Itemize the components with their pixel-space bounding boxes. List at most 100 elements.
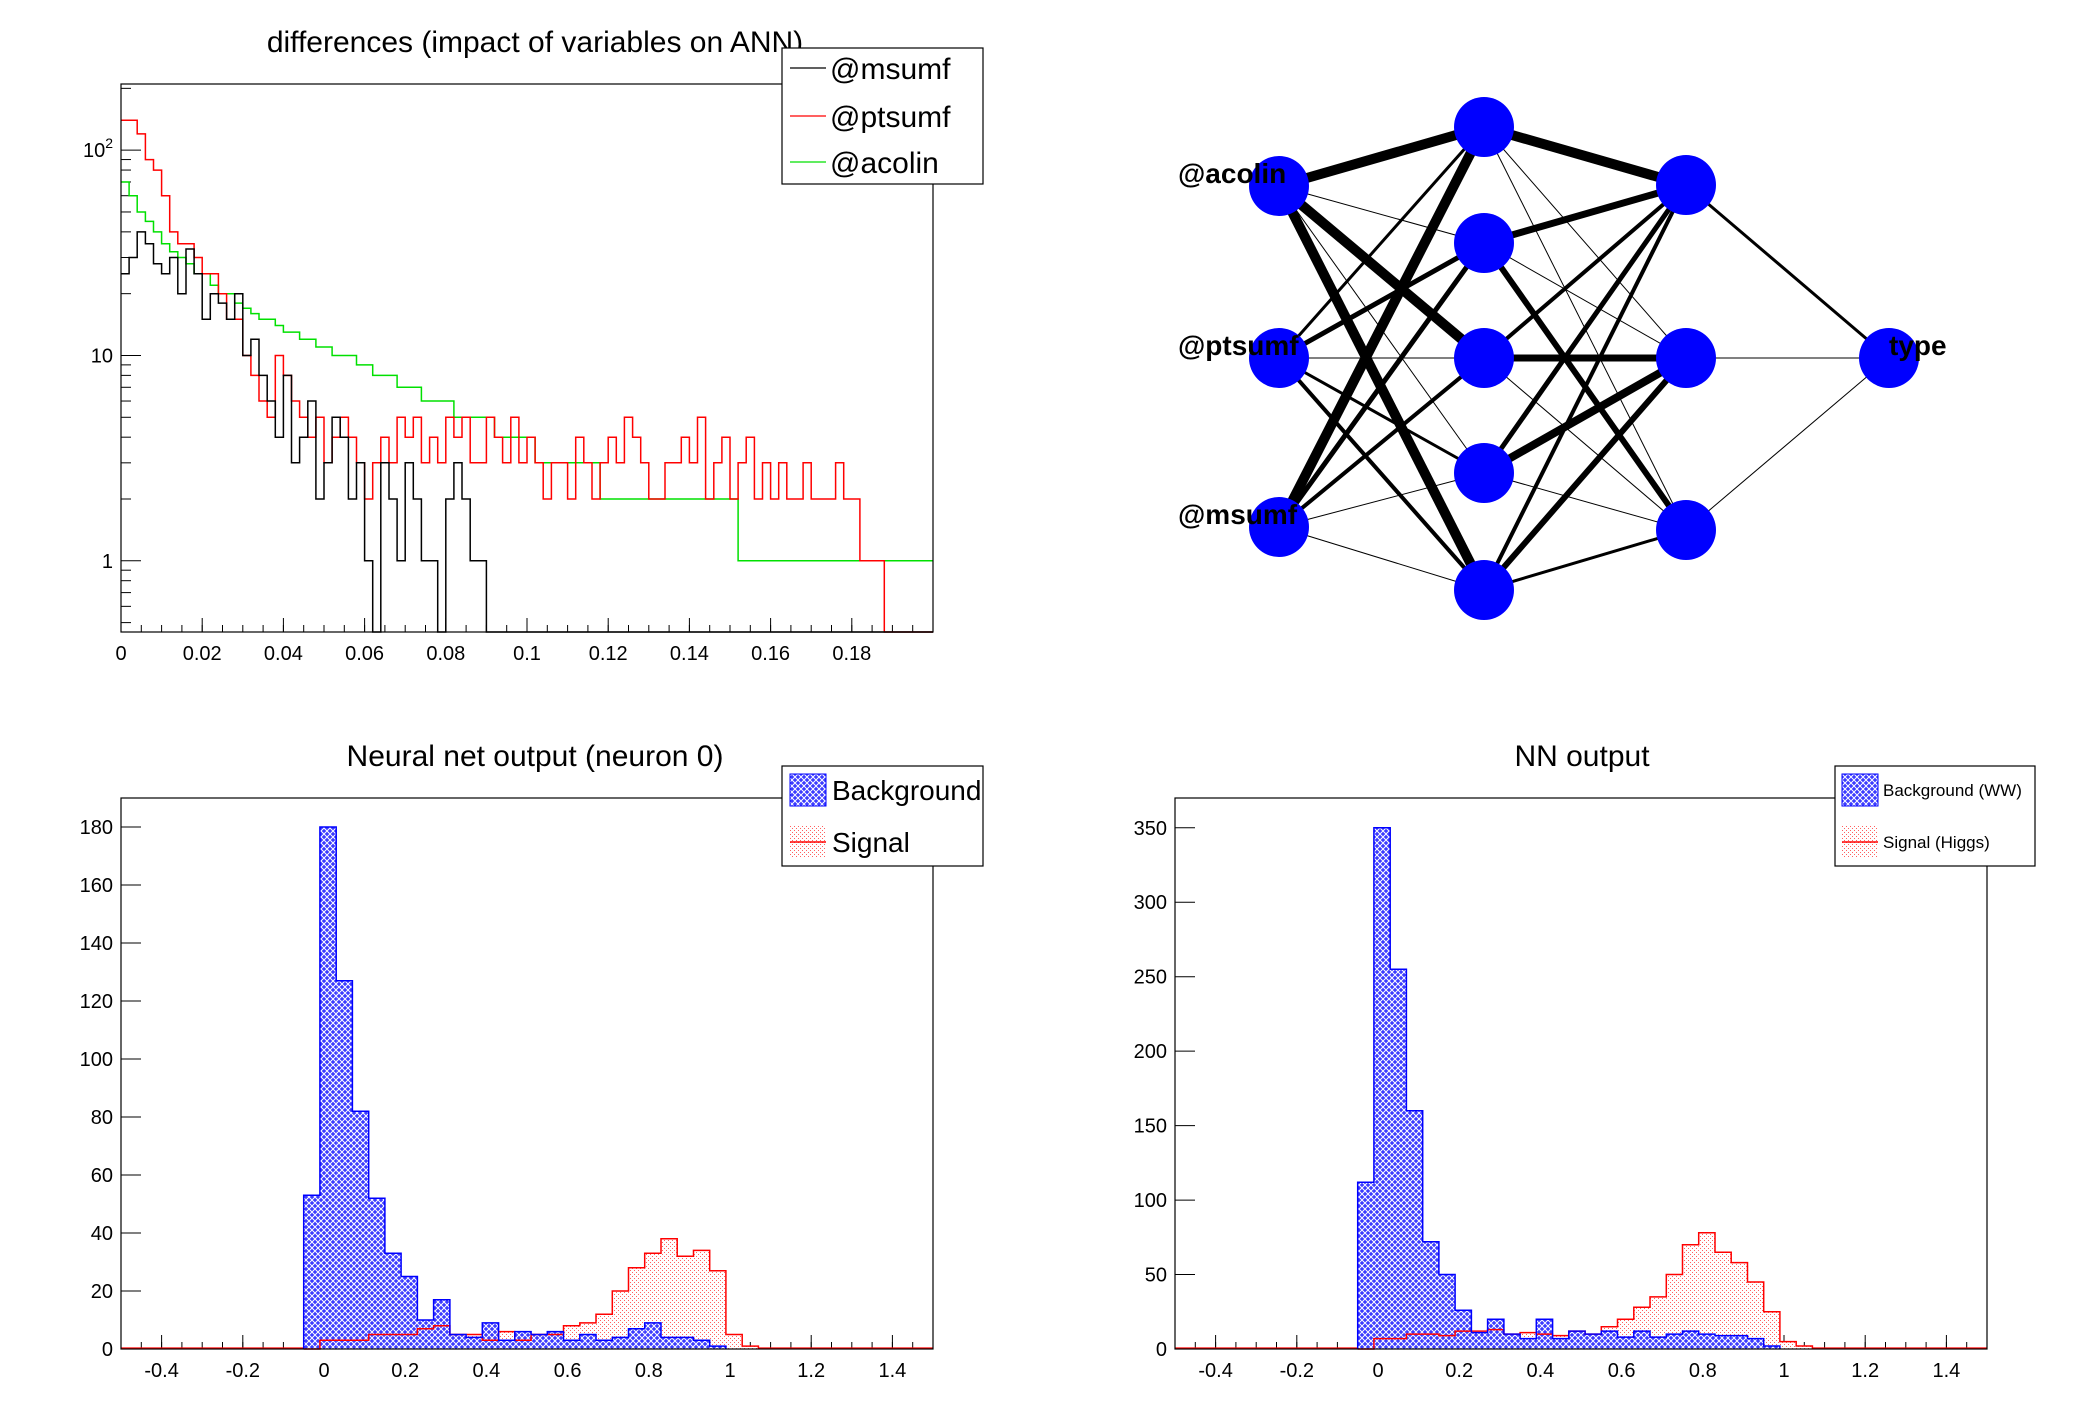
connection-hidden1-hidden2: [1483, 357, 1687, 531]
neuron0-background-bar: [644, 1322, 661, 1349]
neuron0-signal-bar: [709, 1270, 726, 1349]
series-line-msumf: [121, 231, 933, 633]
neuron0-signal-bar: [660, 1238, 678, 1349]
neuron0-background-outline: [302, 826, 727, 1349]
legend-label-signal-higgs: Signal (Higgs): [1883, 833, 1990, 852]
neuron0-xtick-label: 1.4: [878, 1360, 906, 1382]
nn-output-background-bar: [1714, 1335, 1732, 1349]
connection-hidden1-hidden2: [1483, 126, 1687, 359]
differences-xtick-label: 0.18: [832, 643, 871, 665]
neuron0-background-bar: [368, 1198, 385, 1349]
nn-output-ytick-label: 250: [1134, 967, 1167, 989]
neuron-node-layer2: [1656, 328, 1716, 388]
nn-output-background-bar: [1617, 1337, 1634, 1349]
nn-output-background-bar: [1390, 969, 1407, 1349]
neuron0-signal-bar: [725, 1334, 743, 1349]
differences-xtick-label: 0.1: [513, 643, 541, 665]
neuron0-background-bar: [677, 1337, 694, 1349]
connection-hidden2-output: [1685, 357, 1890, 531]
connection-hidden2-output: [1685, 183, 1890, 360]
nn-output-background-outline: [1356, 827, 1781, 1349]
neuron0-background-bar: [709, 1346, 726, 1349]
connection-hidden1-hidden2: [1483, 181, 1687, 247]
neuron-node-layer1: [1454, 97, 1514, 157]
output-label: type: [1889, 330, 1947, 361]
neuron0-background-bar: [628, 1328, 645, 1349]
neuron0-signal-bar: [742, 1346, 759, 1349]
nn-output-signal-bar: [1779, 1341, 1797, 1349]
input-label: @msumf: [1178, 499, 1298, 530]
nn-output-ytick-label: 300: [1134, 892, 1167, 914]
nn-output-signal-bar: [1698, 1232, 1715, 1349]
connection-hidden1-hidden2: [1481, 183, 1689, 475]
differences-xtick-label: 0.04: [264, 643, 303, 665]
series-line-acolin: [121, 181, 933, 562]
differences-xtick-label: 0.02: [183, 643, 222, 665]
nn-output-xtick-label: 1: [1778, 1360, 1789, 1382]
nn-output-background-bar: [1601, 1331, 1618, 1349]
differences-ytick-label: 10: [91, 345, 113, 367]
nn-output-signal-bar: [1731, 1262, 1748, 1349]
differences-frame: [120, 83, 934, 633]
network-diagram: @acolin @ptsumf @msumf type: [1178, 97, 1947, 620]
neuron0-background-bar: [433, 1299, 450, 1349]
connection-input-hidden1: [1278, 185, 1485, 244]
neuron-node-layer0: [1249, 328, 1309, 388]
nn-output-background-bar: [1585, 1334, 1602, 1349]
connection-hidden1-hidden2: [1482, 183, 1688, 360]
nn-output-signal-bar: [1682, 1244, 1699, 1349]
neuron-node-layer3: [1859, 328, 1919, 388]
neuron0-background-bar: [693, 1340, 710, 1349]
nn-output-background-bar: [1731, 1335, 1748, 1349]
nn-output-background-bar: [1373, 827, 1391, 1349]
nn-output-background-bar: [1747, 1338, 1764, 1349]
differences-xtick-label: 0: [115, 643, 126, 665]
connection-input-hidden1: [1277, 356, 1486, 592]
neuron0-signal-bar: [612, 1291, 629, 1349]
nn-output-xtick-label: 1.2: [1851, 1360, 1879, 1382]
connection-hidden1-hidden2: [1482, 354, 1688, 477]
neuron0-ytick-label: 120: [80, 991, 113, 1013]
neuron0-background-bar: [563, 1340, 580, 1349]
neuron0-xtick-label: 1: [724, 1360, 735, 1382]
neuron0-ytick-label: 160: [80, 875, 113, 897]
neuron-node-layer1: [1454, 560, 1514, 620]
nn-output-xtick-label: 0.4: [1526, 1360, 1554, 1382]
nn-output-background-bar: [1682, 1331, 1699, 1349]
nn-output-legend: Background (WW) Signal (Higgs): [1834, 765, 2036, 867]
nn-output-frame: [1174, 797, 1988, 1350]
nn-output-background-bar: [1520, 1338, 1537, 1349]
neuron0-ytick-label: 180: [80, 817, 113, 839]
neuron0-frame: [120, 797, 934, 1350]
connection-input-hidden1: [1278, 472, 1485, 528]
nn-output-ytick-label: 200: [1134, 1041, 1167, 1063]
nn-output-background-bar: [1666, 1334, 1683, 1349]
connection-input-hidden1: [1275, 182, 1488, 362]
nn-output-background-bar: [1568, 1331, 1586, 1349]
nn-output-background-bar: [1650, 1337, 1667, 1349]
neuron0-signal-bar: [693, 1250, 710, 1349]
legend-label-background-ww: Background (WW): [1883, 781, 2022, 800]
legend-label-background: Background: [832, 775, 981, 806]
nn-output-ytick-label: 0: [1156, 1339, 1167, 1361]
connection-input-hidden1: [1278, 526, 1485, 591]
nn-output-signal-bar: [1666, 1274, 1683, 1349]
nn-output-background-bar: [1455, 1310, 1472, 1349]
neuron0-ytick-label: 0: [102, 1339, 113, 1361]
neuron0-xtick-label: 0.4: [472, 1360, 500, 1382]
neuron0-ytick-label: 40: [91, 1223, 113, 1245]
nn-output-title: NN output: [1514, 740, 1650, 773]
neuron0-background-bar: [466, 1337, 483, 1349]
differences-plot-area: 0 0.02 0.04 0.06 0.08 0.1 0.12 0.14 0.16 0.18 1 10 1…: [83, 87, 934, 665]
legend-label-signal: Signal: [832, 827, 910, 858]
neuron-node-layer0: [1249, 497, 1309, 557]
neuron0-background-bar: [660, 1337, 678, 1349]
differences-legend: @msumf @ptsumf @acolin: [781, 47, 984, 185]
connection-input-hidden1: [1278, 356, 1485, 475]
differences-xtick-label: 0.12: [589, 643, 628, 665]
nn-output-xtick-label: 1.4: [1932, 1360, 1960, 1382]
neuron0-panel: Neural net output (neuron 0) -0.4 -0.2 0 0.…: [80, 740, 984, 1382]
legend-label-ptsumf: @ptsumf: [830, 101, 951, 134]
nn-output-background-bar: [1438, 1274, 1456, 1349]
nn-output-signal-bar: [1747, 1281, 1764, 1349]
